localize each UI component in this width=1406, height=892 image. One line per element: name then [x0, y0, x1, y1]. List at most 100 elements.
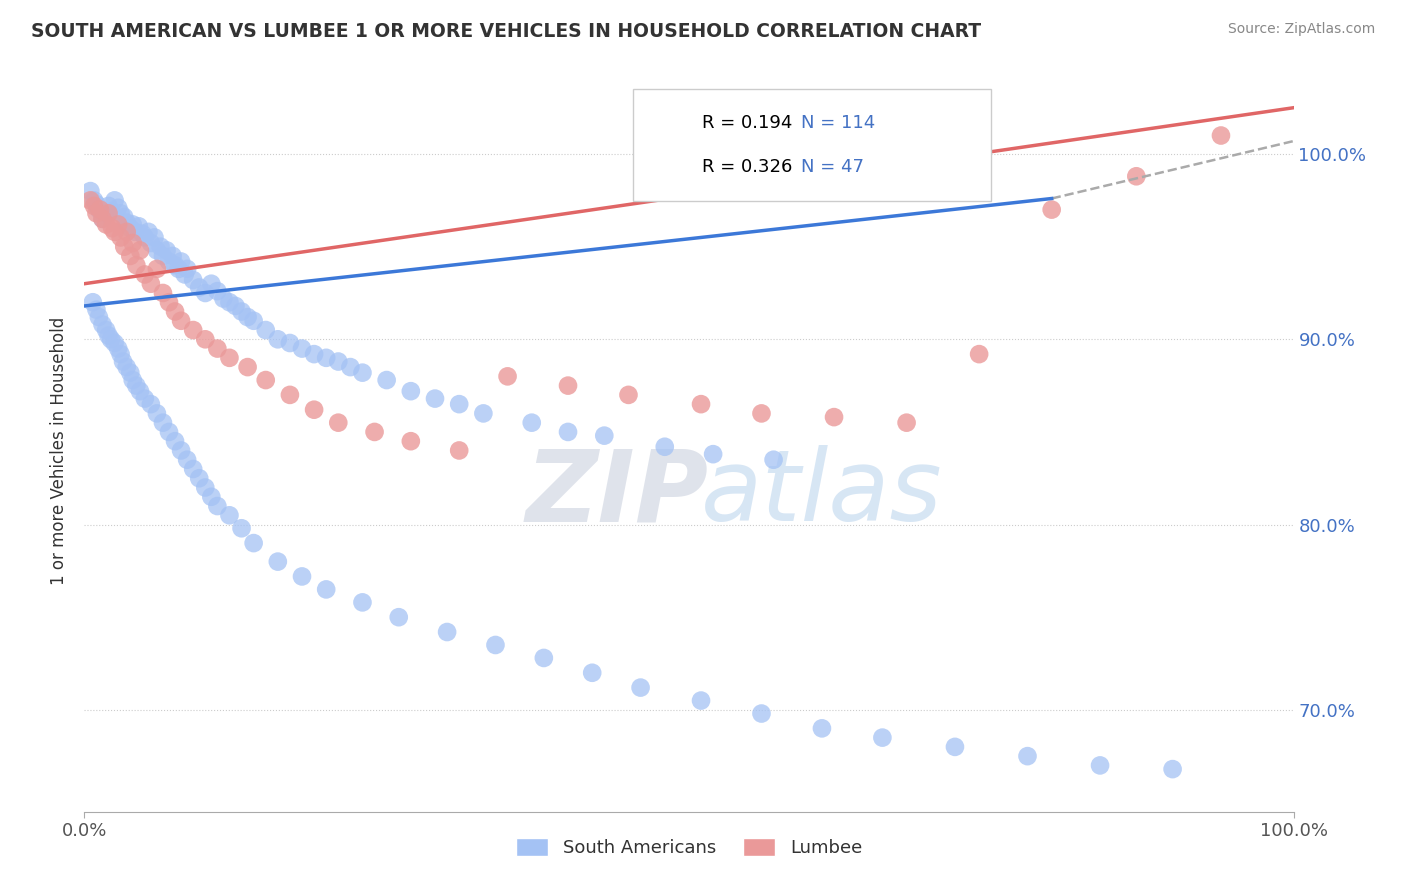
- Point: [218, 351, 240, 365]
- Point: [896, 416, 918, 430]
- Point: [388, 610, 411, 624]
- Point: [188, 471, 211, 485]
- Point: [339, 360, 361, 375]
- Point: [811, 722, 834, 736]
- Text: N = 47: N = 47: [801, 158, 865, 176]
- Text: Source: ZipAtlas.com: Source: ZipAtlas.com: [1227, 22, 1375, 37]
- Point: [399, 384, 422, 399]
- Point: [134, 392, 156, 406]
- Point: [129, 384, 152, 399]
- Point: [139, 277, 162, 291]
- Point: [79, 194, 101, 208]
- Point: [125, 258, 148, 272]
- Point: [181, 323, 204, 337]
- Point: [110, 206, 132, 220]
- Text: SOUTH AMERICAN VS LUMBEE 1 OR MORE VEHICLES IN HOUSEHOLD CORRELATION CHART: SOUTH AMERICAN VS LUMBEE 1 OR MORE VEHIC…: [31, 22, 981, 41]
- Point: [188, 280, 211, 294]
- Point: [236, 310, 259, 324]
- Point: [218, 508, 240, 523]
- Point: [115, 225, 138, 239]
- Point: [112, 354, 135, 368]
- Point: [218, 295, 240, 310]
- Point: [152, 416, 174, 430]
- Point: [110, 230, 132, 244]
- Point: [302, 347, 325, 361]
- Point: [112, 240, 135, 254]
- Point: [291, 569, 314, 583]
- Point: [100, 332, 122, 346]
- Point: [146, 261, 169, 276]
- Point: [176, 452, 198, 467]
- Point: [194, 481, 217, 495]
- Point: [86, 206, 108, 220]
- Point: [291, 342, 314, 356]
- Point: [112, 210, 135, 224]
- Point: [200, 277, 222, 291]
- Point: [87, 202, 110, 217]
- Point: [155, 244, 177, 258]
- Point: [315, 351, 337, 365]
- Point: [104, 194, 127, 208]
- Point: [82, 295, 104, 310]
- Point: [104, 336, 127, 351]
- Point: [200, 490, 222, 504]
- Point: [751, 406, 773, 420]
- Point: [165, 304, 187, 318]
- Point: [690, 397, 713, 411]
- Point: [110, 347, 132, 361]
- Point: [131, 227, 153, 241]
- Point: [328, 416, 350, 430]
- Point: [1017, 749, 1039, 764]
- Point: [157, 254, 180, 268]
- Point: [139, 397, 162, 411]
- Point: [278, 336, 301, 351]
- Point: [352, 366, 374, 380]
- Point: [115, 216, 138, 230]
- Point: [146, 406, 169, 420]
- Point: [267, 555, 290, 569]
- Point: [91, 318, 114, 332]
- Point: [165, 258, 187, 272]
- Point: [943, 739, 966, 754]
- Text: R = 0.194: R = 0.194: [702, 114, 792, 132]
- Point: [146, 244, 169, 258]
- Y-axis label: 1 or more Vehicles in Household: 1 or more Vehicles in Household: [51, 317, 69, 584]
- Point: [751, 706, 773, 721]
- Point: [1125, 169, 1147, 184]
- Point: [242, 314, 264, 328]
- Point: [231, 521, 253, 535]
- Point: [520, 416, 543, 430]
- Point: [120, 366, 142, 380]
- Point: [173, 268, 195, 282]
- Point: [170, 314, 193, 328]
- Point: [278, 388, 301, 402]
- Point: [143, 230, 166, 244]
- Point: [89, 202, 111, 217]
- Point: [496, 369, 519, 384]
- Point: [654, 440, 676, 454]
- Point: [207, 342, 229, 356]
- Point: [181, 462, 204, 476]
- Point: [134, 230, 156, 244]
- Point: [162, 249, 184, 263]
- Point: [472, 406, 495, 420]
- Point: [352, 595, 374, 609]
- Point: [83, 199, 105, 213]
- Point: [121, 218, 143, 232]
- Point: [149, 240, 172, 254]
- Point: [139, 235, 162, 250]
- Point: [107, 201, 129, 215]
- Point: [138, 225, 160, 239]
- Point: [101, 221, 124, 235]
- Point: [87, 310, 110, 324]
- Point: [120, 221, 142, 235]
- Text: ZIP: ZIP: [526, 445, 709, 542]
- Point: [194, 285, 217, 300]
- Point: [254, 373, 277, 387]
- Point: [449, 397, 471, 411]
- Point: [181, 273, 204, 287]
- Point: [134, 268, 156, 282]
- Point: [449, 443, 471, 458]
- Point: [194, 332, 217, 346]
- Point: [91, 211, 114, 226]
